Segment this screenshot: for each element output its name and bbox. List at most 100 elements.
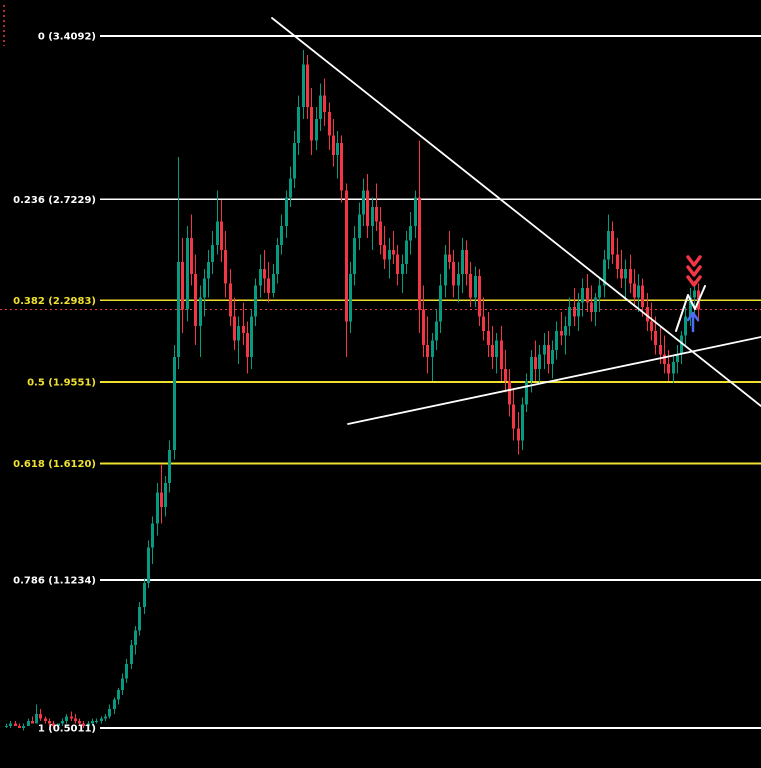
candle <box>418 140 421 334</box>
candle <box>573 288 576 327</box>
candle <box>379 207 382 255</box>
candle-body <box>362 190 365 215</box>
candle <box>577 292 580 331</box>
candle-body <box>525 380 528 405</box>
candle-body <box>168 449 171 484</box>
sell-arrows-marker[interactable] <box>686 255 702 287</box>
candle-body <box>616 254 619 270</box>
candle <box>95 718 98 724</box>
candle-body <box>160 492 163 507</box>
candle-body <box>530 357 533 381</box>
candle <box>31 716 34 724</box>
candle-body <box>590 302 593 312</box>
candle-body <box>276 245 279 274</box>
candle-body <box>293 142 296 179</box>
candle-body <box>478 276 481 317</box>
candle <box>650 302 653 341</box>
candle <box>469 261 472 308</box>
candle-body <box>611 230 614 255</box>
candle <box>199 285 202 358</box>
candle <box>495 333 498 374</box>
down-chevron-icon <box>686 275 702 287</box>
candle-body <box>272 273 275 293</box>
candle-body <box>358 214 361 239</box>
candle-body <box>332 135 335 155</box>
candle-body <box>27 721 30 726</box>
candle <box>130 640 133 669</box>
candle <box>91 718 94 726</box>
candle-body <box>70 716 73 719</box>
candle <box>173 345 176 460</box>
candle <box>220 199 223 262</box>
candle <box>551 340 554 379</box>
candle-body <box>44 718 47 722</box>
candle-body <box>603 259 606 286</box>
candle-body <box>151 523 154 548</box>
candle <box>143 578 146 615</box>
ascending-trendline[interactable] <box>347 336 761 425</box>
candle <box>431 333 434 381</box>
descending-trendline[interactable] <box>271 17 761 407</box>
candle-body <box>452 261 455 286</box>
candle-body <box>637 285 640 298</box>
candle <box>52 721 55 729</box>
candle <box>39 709 42 722</box>
candle-body <box>52 723 55 726</box>
buy-arrow-marker[interactable] <box>686 311 700 333</box>
candle-body <box>22 725 25 729</box>
candle-body <box>547 345 550 365</box>
breakout-zigzag-drawing[interactable] <box>675 285 706 332</box>
candle-body <box>521 404 524 441</box>
candle <box>525 373 528 412</box>
candle-body <box>117 690 120 700</box>
candle-body <box>504 368 507 381</box>
candle <box>27 718 30 726</box>
candle-body <box>465 249 468 274</box>
candle-body <box>409 226 412 241</box>
candle-body <box>551 349 554 365</box>
candle <box>646 292 649 331</box>
candle <box>568 297 571 336</box>
candle <box>474 266 477 308</box>
candle-body <box>646 307 649 322</box>
candle-body <box>186 238 189 310</box>
candle-body <box>254 285 257 317</box>
candle-body <box>401 264 404 274</box>
candle <box>444 245 447 298</box>
candle <box>267 261 270 303</box>
candle-body <box>659 345 662 355</box>
up-chevron-icon <box>686 311 700 322</box>
candle <box>138 602 141 636</box>
candle <box>263 249 266 293</box>
candle-body <box>555 330 558 350</box>
candle-body <box>199 297 202 327</box>
candle-body <box>173 357 176 450</box>
candle-body <box>491 345 494 358</box>
candle <box>319 83 322 131</box>
candle <box>246 321 249 374</box>
candle <box>229 269 232 327</box>
candle-body <box>366 190 369 227</box>
candle <box>358 202 361 250</box>
candle-body <box>495 340 498 358</box>
candle-body <box>633 283 636 298</box>
candle <box>345 183 348 358</box>
candle <box>465 240 468 286</box>
candle-body <box>431 340 434 358</box>
candle-body <box>594 297 597 312</box>
candle <box>22 723 25 731</box>
candles-layer <box>5 50 700 731</box>
candle-body <box>315 119 318 141</box>
candle-body <box>104 716 107 719</box>
candle-body <box>246 333 249 358</box>
candle-body <box>379 221 382 246</box>
candle <box>521 397 524 450</box>
candle <box>35 704 38 724</box>
candle <box>371 197 374 250</box>
candle <box>435 309 438 350</box>
candle <box>680 330 683 365</box>
candle <box>409 211 412 255</box>
